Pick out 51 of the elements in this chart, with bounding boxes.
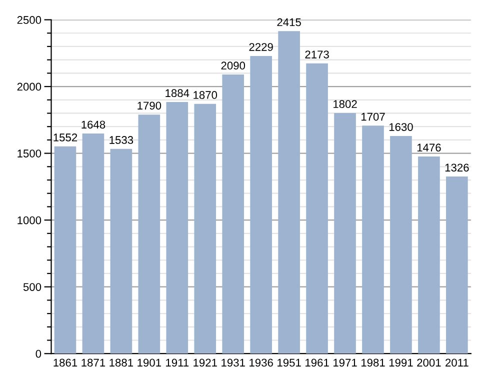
- bar: [306, 63, 328, 354]
- data-label: 1552: [54, 134, 78, 142]
- y-tick-label: 0: [36, 350, 42, 358]
- x-tick-label: 1911: [166, 358, 189, 367]
- x-tick-label: 1881: [110, 358, 134, 367]
- data-label: 1802: [334, 100, 357, 108]
- data-label: 2415: [277, 18, 301, 26]
- data-label: 2173: [305, 50, 329, 58]
- data-label: 1648: [82, 120, 106, 129]
- x-tick-label: 2011: [446, 358, 468, 367]
- bar: [446, 176, 468, 354]
- y-tick-label: 1000: [18, 216, 42, 224]
- bar: [222, 74, 244, 354]
- x-tick-label: 1861: [54, 358, 78, 367]
- data-label: 2229: [249, 43, 273, 51]
- x-tick-label: 1961: [306, 358, 329, 367]
- bar: [362, 126, 384, 354]
- y-tick-label: 2500: [17, 16, 42, 24]
- x-tick-label: 1901: [138, 358, 161, 367]
- y-tick-label: 500: [23, 283, 42, 291]
- data-label: 1630: [389, 123, 413, 131]
- bar: [166, 102, 188, 354]
- bar: [418, 156, 440, 354]
- bar: [390, 136, 412, 354]
- x-tick-label: 2001: [417, 358, 441, 367]
- bar: [110, 148, 132, 354]
- bar: [334, 112, 356, 354]
- data-label: 1870: [194, 91, 218, 99]
- bar: [54, 146, 76, 354]
- y-tick-label: 1500: [18, 150, 42, 158]
- data-label: 1326: [445, 164, 469, 172]
- data-label: 1533: [110, 136, 134, 144]
- x-tick-label: 1931: [222, 358, 245, 367]
- y-tick-label: 2000: [17, 82, 42, 91]
- bar: [82, 134, 104, 354]
- x-tick-label: 1871: [82, 358, 106, 367]
- x-tick-label: 1991: [389, 358, 413, 367]
- data-label: 1790: [138, 102, 162, 110]
- data-label: 1884: [166, 89, 190, 98]
- data-label: 1476: [417, 144, 441, 152]
- bar: [138, 114, 160, 354]
- bar: [194, 104, 216, 354]
- x-tick-label: 1921: [194, 358, 217, 367]
- bar: [250, 56, 272, 354]
- x-tick-label: 1971: [334, 358, 357, 367]
- bar: [278, 31, 300, 354]
- data-label: 1707: [361, 112, 385, 121]
- data-label: 2090: [221, 62, 246, 70]
- x-tick-label: 1936: [250, 358, 273, 367]
- x-tick-label: 1951: [278, 358, 301, 367]
- x-tick-label: 1981: [361, 358, 385, 367]
